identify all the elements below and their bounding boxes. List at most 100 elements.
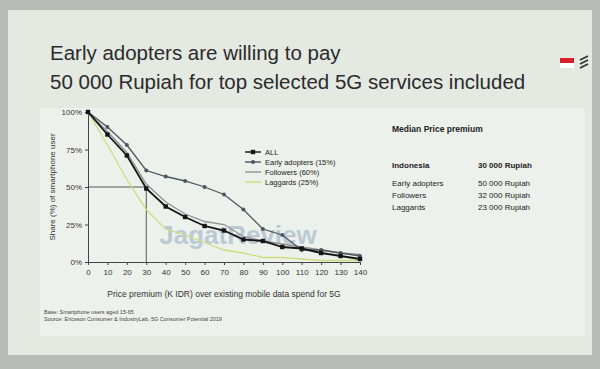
chart: Early adopters are willing to pay50 000 … — [0, 0, 600, 369]
plot-area — [86, 110, 362, 262]
tick-label: 50 — [181, 268, 190, 277]
series — [86, 110, 362, 258]
background — [0, 0, 600, 369]
tick-label: 70 — [220, 268, 229, 277]
marker — [241, 208, 245, 212]
marker — [319, 251, 323, 255]
legend-label: Followers (60%) — [265, 168, 320, 177]
tick: 50% — [66, 183, 88, 192]
tick-label: 50% — [66, 183, 82, 192]
legend-marker — [251, 160, 255, 164]
marker — [86, 110, 90, 114]
side-panel-title: Median Price premium — [392, 124, 483, 134]
tick-label: 100% — [62, 108, 82, 117]
legend-item: Laggards (25%) — [245, 178, 319, 187]
marker — [86, 110, 90, 114]
tick: 40 — [162, 262, 171, 277]
footnote: Base: Smartphone users aged 15-65 — [44, 309, 134, 315]
tick-label: 60 — [201, 268, 210, 277]
tick-label: 25% — [66, 221, 82, 230]
tick-label: 80 — [239, 268, 248, 277]
marker — [358, 257, 362, 261]
side-panel-value: 50 000 Rupiah — [478, 179, 530, 188]
y-axis-title: Share (%) of smartphone user — [48, 133, 57, 240]
axis-line — [89, 263, 361, 266]
marker — [202, 224, 206, 228]
tick: 140 — [354, 262, 368, 277]
tick: 120 — [315, 262, 329, 277]
tick-mark — [185, 262, 186, 265]
tick-mark — [302, 262, 303, 265]
tick-mark — [341, 262, 342, 265]
tick: 100 — [276, 262, 290, 277]
side-panel-label: Early adopters — [392, 179, 444, 188]
series — [88, 112, 360, 261]
line — [88, 112, 360, 255]
side-panel-label: Followers — [392, 191, 426, 200]
tick-mark — [107, 262, 108, 265]
tick: 75% — [66, 146, 88, 155]
legend-label: ALL — [265, 148, 278, 157]
x-axis: 0 10 20 30 40 50 60 70 80 90 100 110 120 130 140 — [86, 262, 367, 277]
marker — [183, 179, 187, 183]
side-panel-label: Laggards — [392, 203, 425, 212]
tick-label: 10 — [103, 268, 112, 277]
median-line-horizontal — [88, 187, 146, 188]
y-axis: 0% 25% 50% 75% 100% — [62, 108, 89, 267]
tick-mark — [282, 262, 283, 265]
tick-label: 0 — [86, 268, 91, 277]
side-panel-value: 23 000 Rupiah — [478, 203, 530, 212]
tick-label: 120 — [315, 268, 329, 277]
x-axis-title: Price premium (K IDR) over existing mobi… — [107, 289, 340, 299]
tick: 130 — [334, 262, 348, 277]
title-group: Early adopters are willing to pay50 000 … — [50, 41, 525, 93]
legend-item: ALL — [245, 148, 278, 157]
tick: 25% — [66, 221, 88, 230]
flag-red — [560, 58, 574, 63]
tick: 80 — [239, 262, 248, 277]
tick-label: 110 — [296, 268, 309, 277]
panel — [40, 108, 585, 336]
marker — [203, 185, 207, 189]
tick-mark — [243, 262, 244, 265]
series — [86, 110, 362, 261]
tick-mark — [263, 262, 264, 265]
legend-item: Early adopters (15%) — [245, 158, 336, 167]
marker — [338, 254, 342, 258]
side-panel-value: 30 000 Rupiah — [478, 161, 532, 170]
legend-swatch — [245, 181, 261, 182]
marker — [280, 233, 284, 237]
marker — [105, 125, 109, 129]
tick: 30 — [142, 262, 151, 277]
line — [88, 112, 360, 256]
marker — [125, 153, 129, 157]
median-line-vertical — [146, 187, 147, 262]
footnote: Source: Ericsson Consumer & IndustryLab,… — [44, 316, 222, 322]
marker — [164, 204, 168, 208]
marker — [300, 246, 304, 250]
axis-line — [85, 113, 89, 263]
tick: 0% — [70, 258, 88, 267]
title: 50 000 Rupiah for top selected 5G servic… — [50, 70, 525, 93]
marker — [261, 239, 265, 243]
tick: 50 — [181, 262, 190, 277]
marker — [222, 193, 226, 197]
tick-mark — [224, 262, 225, 265]
tick: 110 — [296, 262, 309, 277]
tick-mark — [85, 187, 88, 188]
legend-label: Laggards (25%) — [265, 178, 319, 187]
tick-label: 75% — [66, 146, 82, 155]
tick: 20 — [123, 262, 132, 277]
tick-label: 130 — [334, 268, 348, 277]
tick-label: 20 — [123, 268, 132, 277]
marker — [164, 175, 168, 179]
tick-mark — [85, 262, 88, 263]
legend-swatch — [245, 171, 261, 172]
marker — [261, 227, 265, 231]
tick: 0 — [86, 262, 91, 277]
logo-bar — [580, 60, 588, 64]
tick: 10 — [103, 262, 112, 277]
tick-label: 90 — [259, 268, 268, 277]
tick: 60 — [201, 262, 210, 277]
legend: ALLEarly adopters (15%)Followers (60%)La… — [245, 148, 336, 187]
